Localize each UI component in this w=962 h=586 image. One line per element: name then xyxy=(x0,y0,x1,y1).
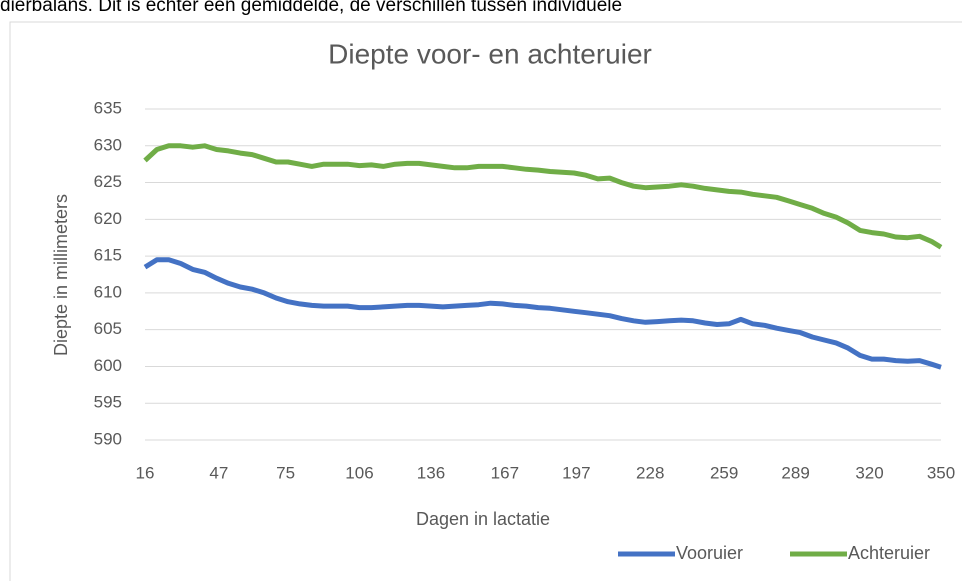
x-tick-label: 259 xyxy=(710,463,738,482)
y-tick-label: 615 xyxy=(94,246,122,265)
y-tick-label: 635 xyxy=(94,98,122,117)
x-tick-label: 75 xyxy=(276,463,295,482)
y-tick-label: 610 xyxy=(94,282,122,301)
legend-label: Vooruier xyxy=(676,543,743,563)
y-tick-label: 625 xyxy=(94,172,122,191)
context-text: dierbalans. Dit is echter een gemiddelde… xyxy=(0,0,622,16)
x-tick-label: 350 xyxy=(927,463,955,482)
series-line xyxy=(143,257,942,370)
x-tick-label: 197 xyxy=(562,463,590,482)
x-tick-label: 228 xyxy=(636,463,664,482)
x-tick-label: 167 xyxy=(491,463,519,482)
x-tick-label: 136 xyxy=(417,463,445,482)
y-tick-label: 590 xyxy=(94,429,122,448)
x-tick-label: 16 xyxy=(136,463,155,482)
chart-title: Diepte voor- en achteruier xyxy=(328,38,652,69)
y-tick-label: 595 xyxy=(94,393,122,412)
x-axis-title: Dagen in lactatie xyxy=(416,509,550,529)
y-axis-title: Diepte in millimeters xyxy=(51,194,71,356)
x-tick-label: 320 xyxy=(855,463,883,482)
series-line xyxy=(143,143,943,250)
y-tick-label: 605 xyxy=(94,319,122,338)
legend-label: Achteruier xyxy=(848,543,930,563)
x-tick-label: 289 xyxy=(781,463,809,482)
x-tick-label: 106 xyxy=(345,463,373,482)
y-tick-label: 630 xyxy=(94,135,122,154)
y-tick-label: 620 xyxy=(94,209,122,228)
chart-border xyxy=(9,21,962,586)
x-tick-label: 47 xyxy=(209,463,228,482)
y-tick-label: 600 xyxy=(94,356,122,375)
